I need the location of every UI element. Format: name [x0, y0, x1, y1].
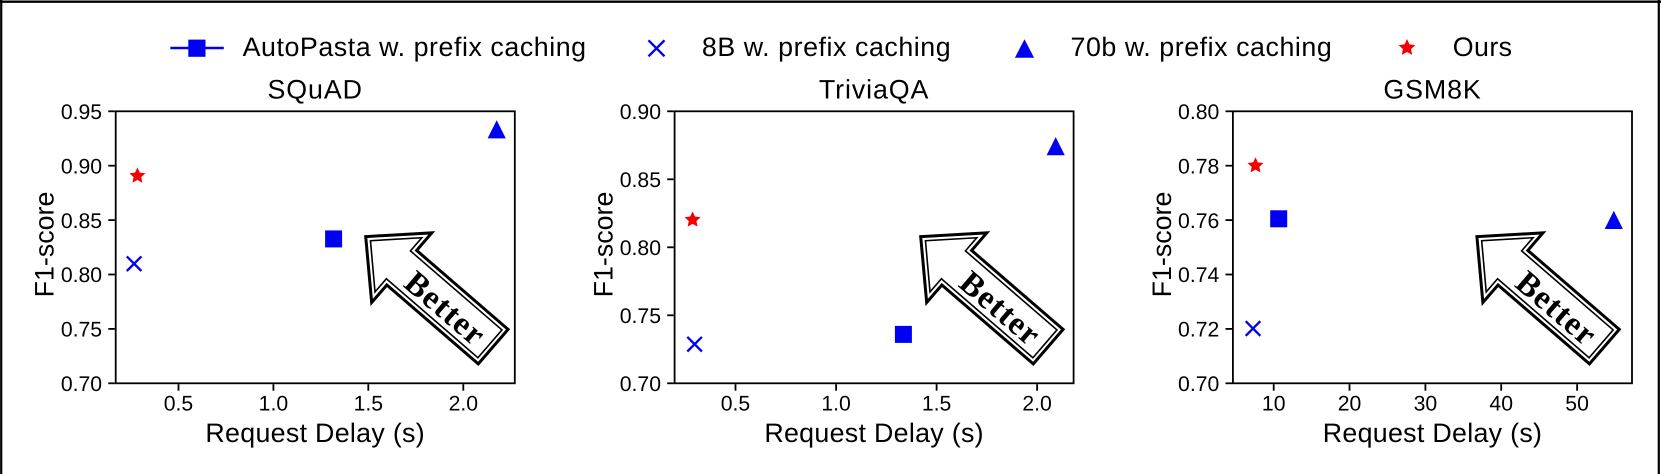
svg-text:50: 50: [1565, 393, 1589, 416]
svg-text:0.78: 0.78: [1178, 155, 1219, 178]
svg-text:0.90: 0.90: [61, 155, 102, 178]
svg-text:AutoPasta w. prefix caching: AutoPasta w. prefix caching: [243, 32, 587, 62]
svg-text:F1-score: F1-score: [1147, 192, 1177, 298]
svg-text:1.5: 1.5: [354, 393, 383, 416]
svg-text:2.0: 2.0: [1022, 393, 1051, 416]
svg-text:1.0: 1.0: [821, 393, 850, 416]
svg-text:0.72: 0.72: [1178, 319, 1219, 342]
svg-text:0.85: 0.85: [620, 169, 661, 192]
svg-text:0.76: 0.76: [1178, 210, 1219, 233]
svg-text:GSM8K: GSM8K: [1383, 75, 1481, 105]
svg-text:2.0: 2.0: [449, 393, 478, 416]
svg-text:0.5: 0.5: [721, 393, 750, 416]
svg-text:0.75: 0.75: [620, 305, 661, 328]
svg-text:0.80: 0.80: [61, 264, 102, 287]
svg-text:0.80: 0.80: [1178, 101, 1219, 124]
svg-text:Request Delay (s): Request Delay (s): [205, 418, 425, 448]
svg-text:F1-score: F1-score: [589, 192, 619, 298]
svg-text:TriviaQA: TriviaQA: [819, 75, 929, 105]
svg-text:0.90: 0.90: [620, 101, 661, 124]
svg-text:Request Delay (s): Request Delay (s): [764, 418, 984, 448]
svg-text:1.5: 1.5: [922, 393, 951, 416]
svg-text:0.70: 0.70: [61, 373, 102, 396]
svg-text:8B w. prefix caching: 8B w. prefix caching: [702, 32, 951, 62]
svg-text:0.74: 0.74: [1178, 264, 1219, 287]
svg-text:0.75: 0.75: [61, 319, 102, 342]
svg-text:40: 40: [1489, 393, 1513, 416]
svg-text:70b w. prefix caching: 70b w. prefix caching: [1071, 32, 1333, 62]
svg-text:0.85: 0.85: [61, 210, 102, 233]
svg-text:20: 20: [1338, 393, 1362, 416]
svg-text:F1-score: F1-score: [30, 192, 60, 298]
svg-text:0.95: 0.95: [61, 101, 102, 124]
svg-text:Request Delay (s): Request Delay (s): [1323, 418, 1543, 448]
svg-text:30: 30: [1414, 393, 1438, 416]
svg-text:10: 10: [1262, 393, 1286, 416]
svg-text:1.0: 1.0: [259, 393, 288, 416]
svg-text:0.70: 0.70: [620, 373, 661, 396]
svg-text:0.70: 0.70: [1178, 373, 1219, 396]
svg-text:Ours: Ours: [1453, 32, 1513, 62]
svg-text:0.5: 0.5: [164, 393, 193, 416]
svg-text:SQuAD: SQuAD: [268, 75, 363, 105]
svg-text:0.80: 0.80: [620, 237, 661, 260]
